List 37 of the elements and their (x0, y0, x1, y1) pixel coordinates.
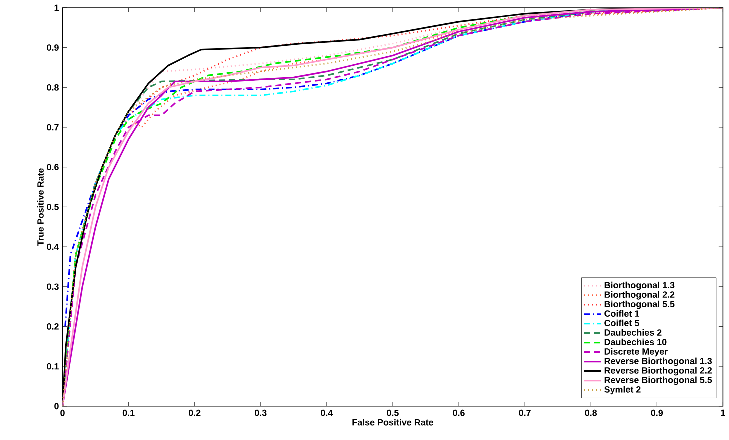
legend-label: Discrete Meyer (604, 348, 668, 357)
y-tick-label: 0.3 (47, 284, 59, 290)
x-tick-label: 0.2 (188, 410, 201, 416)
x-tick-label: 0 (60, 410, 65, 416)
legend-label: Coiflet 5 (604, 320, 640, 326)
legend-label: Reverse Biorthogonal 5.5 (604, 376, 712, 386)
legend-label: Daubechies 10 (604, 338, 667, 346)
x-tick-label: 0.9 (651, 410, 664, 416)
y-tick-label: 0.4 (47, 244, 60, 250)
line-series (62, 8, 724, 406)
y-tick-label: 0.5 (47, 204, 59, 210)
legend-label: Reverse Biorthogonal 2.2 (604, 367, 712, 376)
legend-label: Reverse Biorthogonal 1.3 (604, 358, 712, 366)
y-axis-title: True Positive Rate (37, 168, 44, 246)
x-tick-label: 1 (721, 410, 726, 416)
y-tick-label: 0.1 (47, 363, 59, 370)
legend-label: Biorthogonal 1.3 (604, 282, 675, 290)
y-tick-label: 0.8 (47, 84, 59, 91)
x-tick-label: 0.7 (519, 410, 531, 416)
x-axis-title: False Positive Rate (352, 419, 434, 426)
legend-label: Symlet 2 (604, 386, 641, 394)
x-tick-label: 0.6 (453, 410, 465, 416)
y-tick-label: 0.7 (47, 124, 59, 131)
legend-label: Biorthogonal 2.2 (604, 291, 675, 300)
y-tick-label: 0.6 (47, 164, 59, 170)
y-tick-label: 0 (54, 403, 59, 410)
x-tick-label: 0.8 (585, 410, 598, 416)
x-tick-label: 0.3 (255, 410, 267, 416)
y-tick-label: 1 (54, 4, 59, 11)
y-tick-label: 0.2 (47, 323, 59, 330)
y-tick-label: 0.9 (47, 44, 59, 51)
legend-label: Daubechies 2 (604, 329, 662, 336)
legend-label: Coiflet 1 (604, 310, 640, 317)
x-tick-label: 0.5 (387, 410, 399, 416)
x-tick-label: 0.1 (122, 410, 135, 416)
legend-label: Biorthogonal 5.5 (604, 300, 675, 310)
x-tick-label: 0.4 (321, 410, 334, 416)
